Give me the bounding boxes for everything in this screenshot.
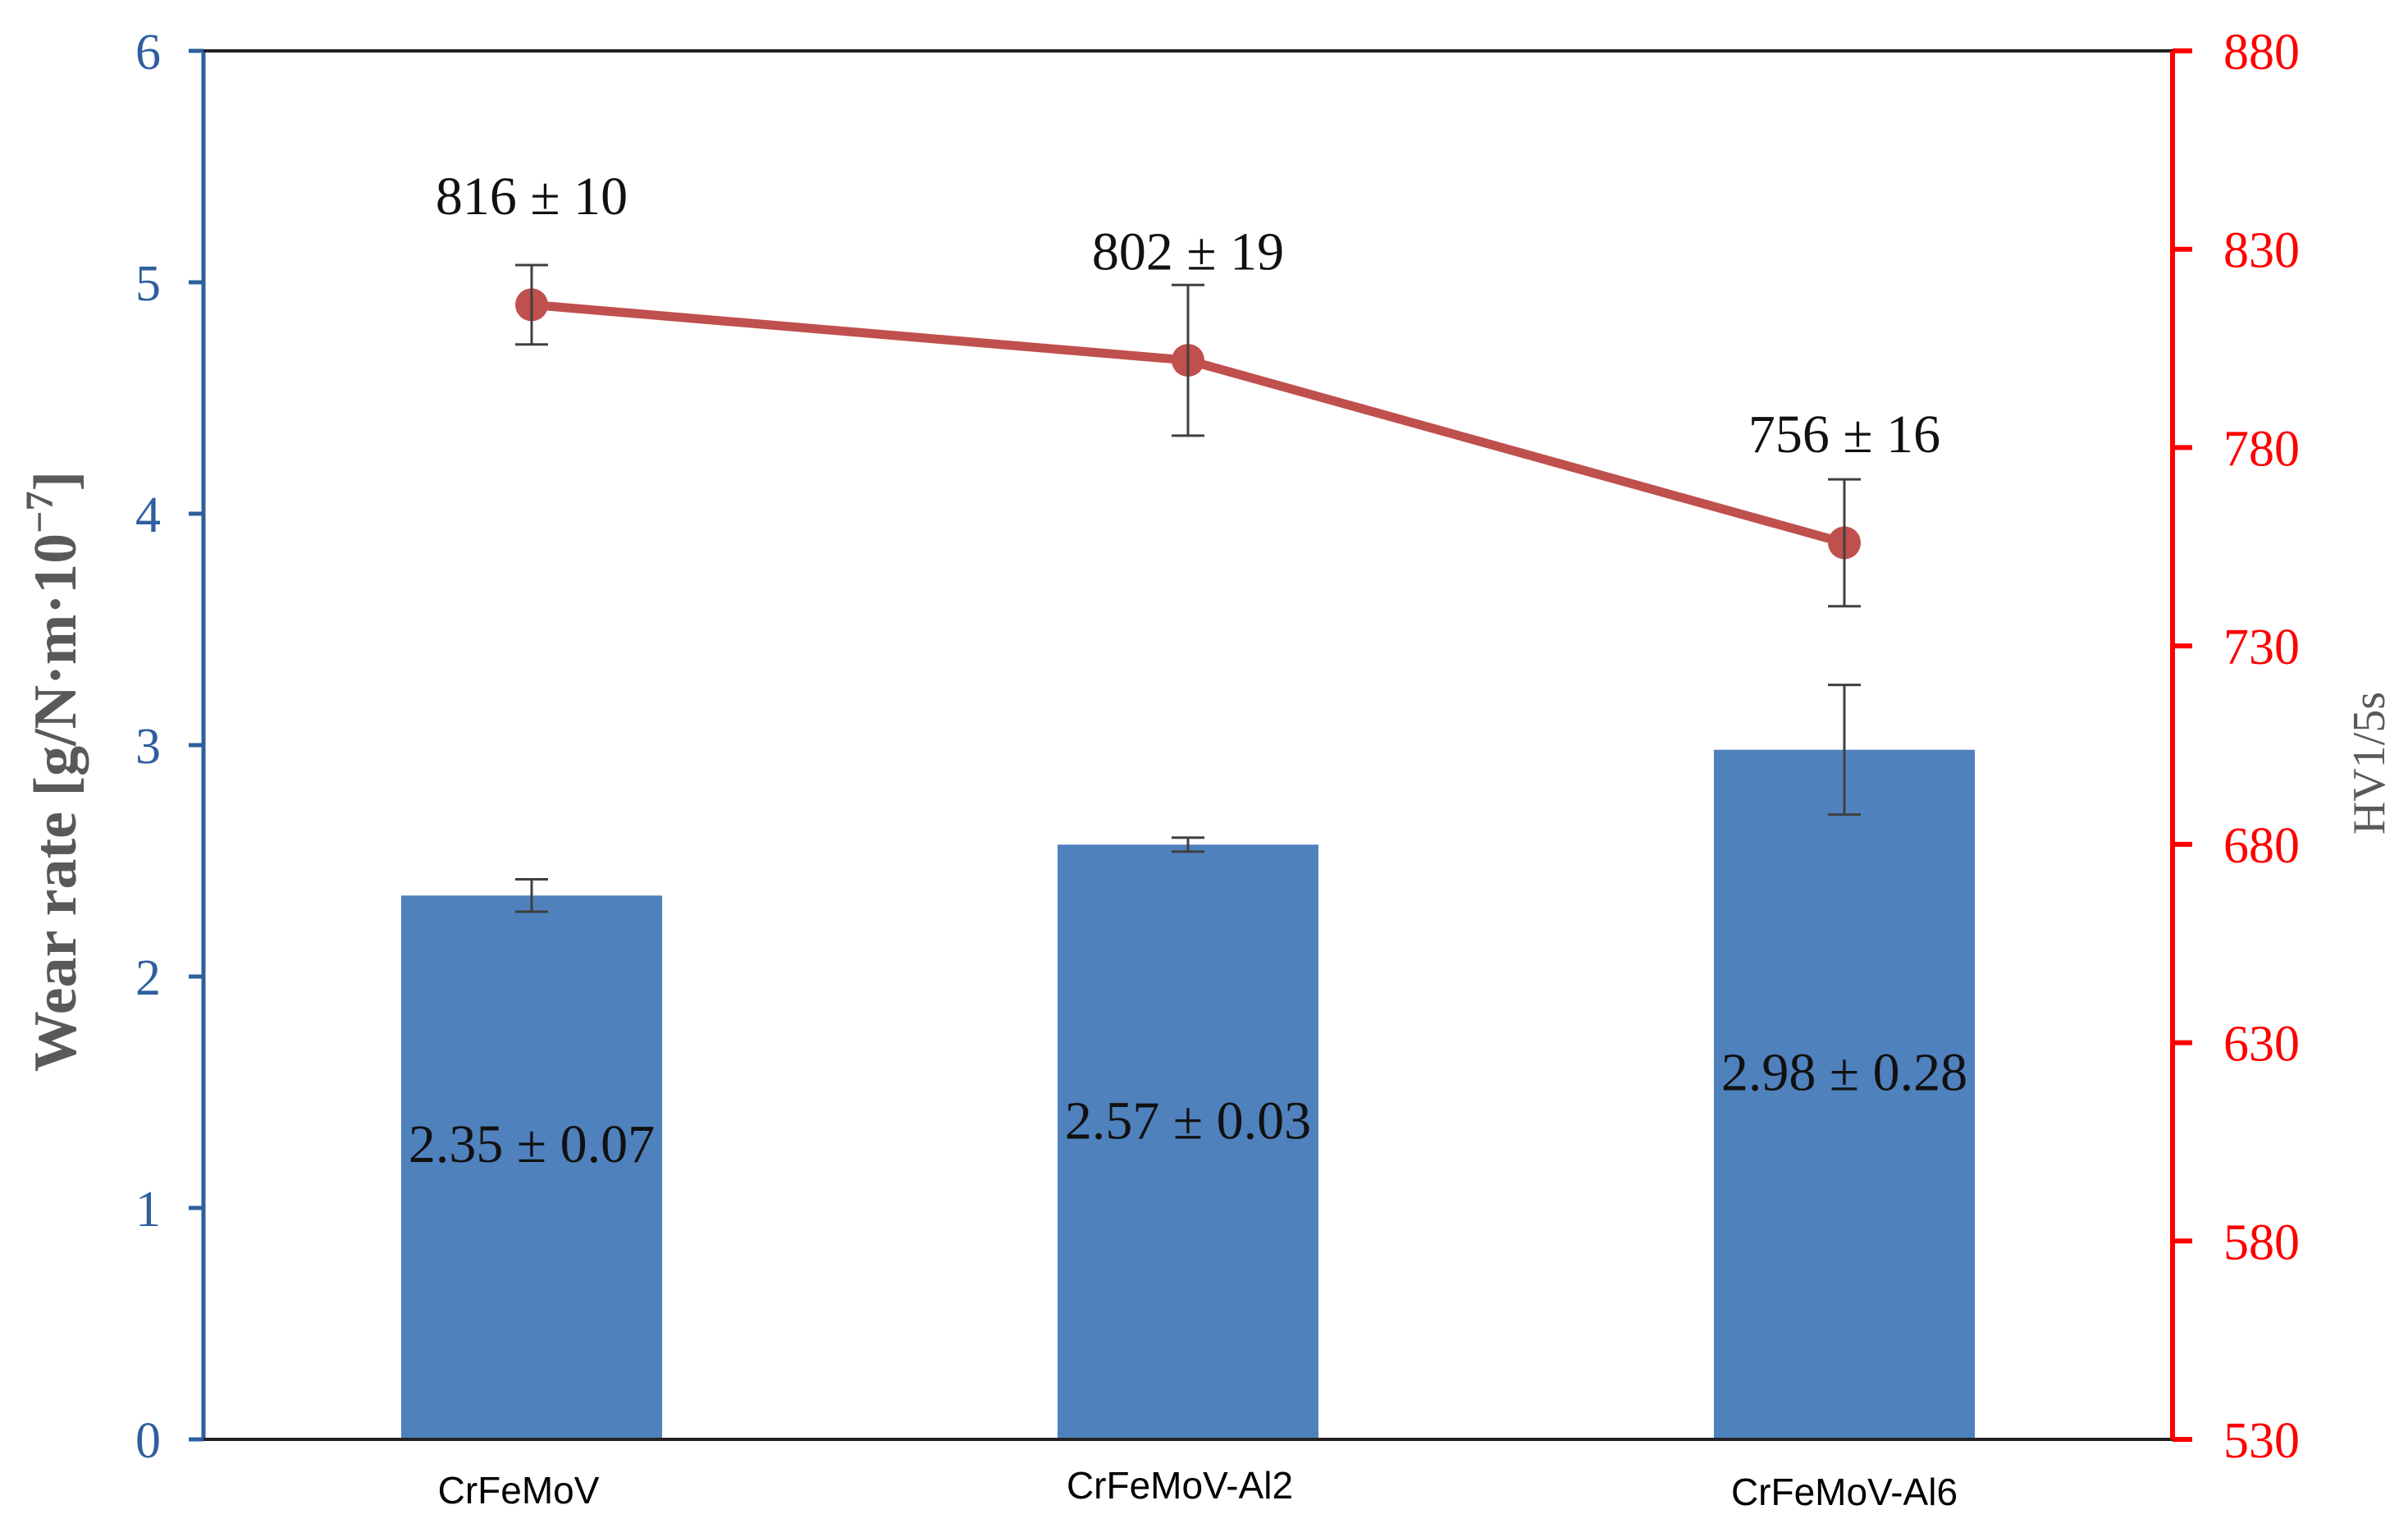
- right-tick-label: 580: [2223, 1215, 2300, 1270]
- right-tick-label: 680: [2223, 818, 2300, 874]
- bar: [1058, 844, 1318, 1439]
- right-tick-label: 530: [2223, 1413, 2300, 1469]
- bar-data-label: 2.35 ± 0.07: [409, 1114, 655, 1174]
- line-data-label: 756 ± 16: [1748, 405, 1940, 464]
- right-tick-label: 830: [2223, 223, 2300, 279]
- line-data-label: 802 ± 19: [1092, 222, 1284, 282]
- left-tick-label: 3: [135, 719, 161, 775]
- x-axis-category-labels: CrFeMoV CrFeMoV-Al2 CrFeMoV-Al6: [438, 1464, 1958, 1513]
- right-tick-label: 630: [2223, 1017, 2300, 1073]
- left-tick-label: 4: [135, 487, 161, 543]
- left-tick-label: 1: [135, 1182, 161, 1237]
- y-axis-title-tail: ]: [22, 471, 89, 492]
- bar: [401, 895, 662, 1439]
- right-axis-ticks: 530 580 630 680 730 780 830 880: [2173, 25, 2300, 1469]
- x-tick-label: CrFeMoV-Al2: [1067, 1464, 1293, 1507]
- left-tick-label: 6: [135, 25, 161, 80]
- x-tick-label: CrFeMoV-Al6: [1731, 1471, 1958, 1513]
- line-error-bars: [515, 263, 1861, 608]
- left-tick-label: 2: [135, 950, 161, 1006]
- bar-data-label: 2.98 ± 0.28: [1721, 1042, 1967, 1102]
- data-labels: 2.35 ± 0.07 2.57 ± 0.03 2.98 ± 0.28 816 ± 1…: [409, 167, 1967, 1174]
- bar-series: [401, 749, 1975, 1439]
- y-axis-title-superscript: −7: [18, 492, 62, 533]
- line-data-label: 816 ± 10: [436, 167, 628, 226]
- right-tick-label: 780: [2223, 421, 2300, 477]
- bar-data-label: 2.57 ± 0.03: [1065, 1091, 1311, 1151]
- right-tick-label: 880: [2223, 25, 2300, 80]
- left-axis-ticks: 0 1 2 3 4 5 6: [135, 25, 203, 1469]
- bar: [1714, 749, 1975, 1439]
- y-axis-title-left: Wear rate [g/N·m·10−7]: [18, 471, 89, 1072]
- bar-error-bars: [515, 684, 1861, 913]
- left-tick-label: 0: [135, 1413, 161, 1469]
- x-tick-label: CrFeMoV: [438, 1469, 600, 1512]
- right-tick-label: 730: [2223, 620, 2300, 675]
- left-tick-label: 5: [135, 256, 161, 312]
- y-axis-title-main: Wear rate [g/N·m·10: [22, 533, 89, 1072]
- y-axis-title-right: HV1/5s: [2344, 692, 2395, 835]
